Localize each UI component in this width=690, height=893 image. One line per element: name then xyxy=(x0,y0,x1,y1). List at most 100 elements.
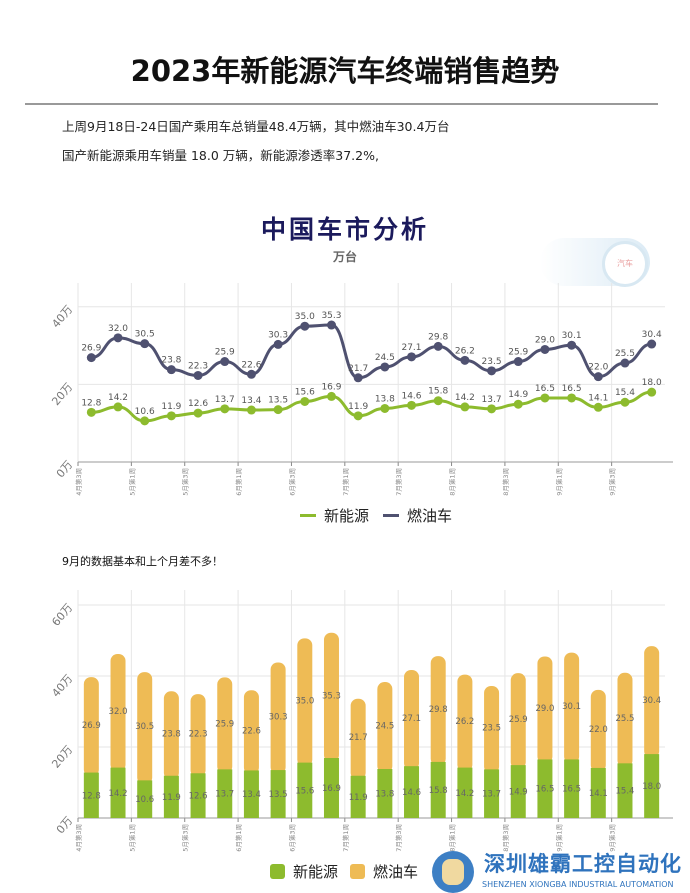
bar-label-fuel: 29.8 xyxy=(429,705,448,715)
legend-nev-swatch-icon xyxy=(270,864,285,879)
data-point xyxy=(620,358,630,368)
data-label: 13.7 xyxy=(215,395,235,405)
series-line-nev xyxy=(91,390,652,423)
data-point xyxy=(620,397,630,407)
data-label: 15.6 xyxy=(295,387,315,397)
bar-nev xyxy=(163,775,179,818)
data-point xyxy=(300,321,310,331)
data-label: 14.6 xyxy=(401,391,421,401)
bar-nev xyxy=(590,767,606,818)
bar-label-nev: 16.5 xyxy=(535,785,554,795)
bar-label-fuel: 24.5 xyxy=(375,722,394,732)
data-point xyxy=(647,339,657,349)
x-tick-label: 6月第1周 xyxy=(234,824,243,852)
bar-label-nev: 14.6 xyxy=(402,788,421,798)
bar-label-nev: 13.8 xyxy=(375,790,394,800)
bar-fuel xyxy=(564,652,580,764)
bar-label-fuel: 25.9 xyxy=(215,719,234,729)
legend-fuel-label: 燃油车 xyxy=(373,863,419,881)
bar-nev xyxy=(644,754,660,818)
data-point xyxy=(193,408,203,418)
data-label: 23.8 xyxy=(161,356,181,366)
summary-line-1: 上周9月18日-24日国产乘用车总销量48.4万辆，其中燃油车30.4万台 xyxy=(62,119,450,134)
data-label: 13.7 xyxy=(482,395,502,405)
bar-label-fuel: 25.9 xyxy=(509,715,528,725)
data-point xyxy=(647,387,657,397)
bar-label-nev: 15.4 xyxy=(616,787,635,797)
bar-label-nev: 16.9 xyxy=(322,784,341,794)
company-name-en: SHENZHEN XIONGBA INDUSTRIAL AUTOMATION xyxy=(482,880,674,889)
data-point xyxy=(140,339,150,349)
data-point xyxy=(407,400,417,410)
bar-fuel xyxy=(350,698,366,780)
bar-label-nev: 13.7 xyxy=(215,790,234,800)
bar-label-nev: 14.2 xyxy=(109,789,128,799)
data-point xyxy=(513,357,523,367)
bar-nev xyxy=(297,762,313,818)
bear-logo-icon xyxy=(432,851,474,893)
data-point xyxy=(193,370,203,380)
bar-label-fuel: 22.0 xyxy=(589,725,608,735)
bar-label-nev: 18.0 xyxy=(642,782,661,792)
data-label: 24.5 xyxy=(375,353,395,363)
data-label: 15.8 xyxy=(428,387,448,397)
bar-label-fuel: 26.9 xyxy=(82,721,101,731)
bar-label-nev: 13.5 xyxy=(269,790,288,800)
bar-fuel xyxy=(590,689,606,772)
y-tick-label: 40万 xyxy=(49,672,75,700)
bar-label-fuel: 30.4 xyxy=(642,696,661,706)
bar-fuel xyxy=(457,674,473,772)
bar-label-nev: 16.5 xyxy=(562,785,581,795)
x-tick-label: 7月第3周 xyxy=(394,468,403,496)
data-point xyxy=(567,393,577,403)
bar-label-fuel: 22.3 xyxy=(189,730,208,740)
data-point xyxy=(273,405,283,415)
data-point xyxy=(220,357,230,367)
bar-label-fuel: 35.0 xyxy=(295,696,314,706)
data-label: 13.4 xyxy=(241,396,261,406)
bar-label-nev: 14.1 xyxy=(589,789,608,799)
data-point xyxy=(593,402,603,412)
bar-fuel xyxy=(163,691,179,780)
bar-nev xyxy=(537,759,553,818)
bar-label-fuel: 26.2 xyxy=(455,717,474,727)
data-point xyxy=(487,404,497,414)
divider xyxy=(25,103,658,105)
bar-nev xyxy=(323,758,339,818)
bar-nev xyxy=(190,773,206,818)
legend-line-fuel-icon xyxy=(383,514,400,517)
x-tick-label: 5月第1周 xyxy=(127,824,136,852)
bar-label-nev: 15.8 xyxy=(429,786,448,796)
bar-fuel xyxy=(137,672,153,785)
data-point xyxy=(407,352,417,362)
bar-label-nev: 12.8 xyxy=(82,791,101,801)
bar-nev xyxy=(617,763,633,818)
data-label: 21.7 xyxy=(348,364,368,374)
bar-fuel xyxy=(617,672,633,768)
car-logo-icon: 汽车 xyxy=(602,241,648,287)
data-label: 30.3 xyxy=(268,330,288,340)
data-point xyxy=(540,344,550,354)
x-tick-label: 4月第3周 xyxy=(74,468,83,496)
bar-nev xyxy=(270,770,286,818)
data-point xyxy=(353,373,363,383)
bar-nev xyxy=(510,765,526,818)
bar-label-fuel: 23.8 xyxy=(162,730,181,740)
bar-label-fuel: 23.5 xyxy=(482,724,501,734)
x-tick-label: 9月第3周 xyxy=(608,824,617,852)
x-tick-label: 8月第1周 xyxy=(448,824,457,852)
data-label: 27.1 xyxy=(401,343,421,353)
data-point xyxy=(220,404,230,414)
page-title: 2023年新能源汽车终端销售趋势 xyxy=(130,54,560,88)
line-legend: 新能源 燃油车 xyxy=(300,505,452,526)
bar-label-nev: 14.2 xyxy=(455,789,474,799)
data-label: 18.0 xyxy=(642,378,662,388)
data-label: 10.6 xyxy=(135,407,155,417)
bar-label-fuel: 21.7 xyxy=(349,733,368,743)
series-line-fuel xyxy=(91,323,652,380)
data-label: 35.0 xyxy=(295,312,315,322)
bar-fuel xyxy=(510,673,526,770)
